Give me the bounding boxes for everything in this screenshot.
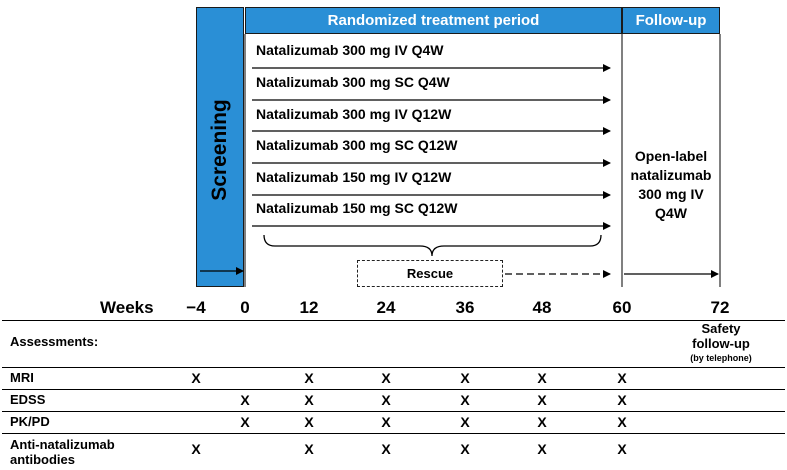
- assessment-mark: X: [617, 441, 627, 457]
- assessment-mark: X: [537, 370, 547, 386]
- table-rule: [2, 411, 785, 412]
- assessment-mark: X: [304, 441, 314, 457]
- follow-up-header: Follow-up: [622, 7, 720, 34]
- safety-line-1: Safety: [701, 321, 741, 336]
- open-label-line-2: natalizumab: [630, 167, 712, 183]
- row-label-antibodies-line-1: Anti-natalizumab: [10, 437, 115, 452]
- week-tick: 60: [612, 298, 632, 317]
- arms-brace: [263, 234, 602, 257]
- randomized-period-title: Randomized treatment period: [327, 12, 540, 29]
- assessment-mark: X: [304, 392, 314, 408]
- assessment-mark: X: [617, 392, 627, 408]
- assessment-mark: X: [381, 392, 391, 408]
- table-rule: [2, 320, 785, 321]
- row-label-antibodies: Anti-natalizumab antibodies: [10, 437, 115, 467]
- randomized-period-header: Randomized treatment period: [245, 7, 622, 34]
- arm-label-6: Natalizumab 150 mg SC Q12W: [256, 200, 458, 216]
- arm-label-4: Natalizumab 300 mg SC Q12W: [256, 137, 458, 153]
- assessment-mark: X: [617, 414, 627, 430]
- table-rule: [2, 433, 785, 434]
- arm-label-3: Natalizumab 300 mg IV Q12W: [256, 106, 452, 122]
- open-label-line-4: Q4W: [655, 205, 687, 221]
- assessment-mark: X: [240, 392, 250, 408]
- safety-line-2: follow-up: [692, 336, 750, 351]
- safety-follow-up: Safety follow-up (by telephone): [662, 321, 780, 366]
- row-label-edss: EDSS: [10, 392, 46, 407]
- assessment-mark: X: [240, 414, 250, 430]
- week-tick: 72: [710, 298, 730, 317]
- week-tick: 24: [376, 298, 396, 317]
- week-tick: 0: [240, 298, 250, 317]
- open-label-line-1: Open-label: [634, 148, 708, 164]
- weeks-label: Weeks: [100, 298, 154, 317]
- assessment-mark: X: [537, 441, 547, 457]
- assessment-mark: X: [191, 441, 201, 457]
- assessment-mark: X: [381, 441, 391, 457]
- week-tick: 36: [455, 298, 475, 317]
- assessments-label: Assessments:: [10, 334, 99, 349]
- arm-label-2: Natalizumab 300 mg SC Q4W: [256, 74, 450, 90]
- assessment-mark: X: [537, 392, 547, 408]
- open-label-line-3: 300 mg IV: [638, 186, 704, 202]
- week-tick: 12: [299, 298, 319, 317]
- row-label-pkpd: PK/PD: [10, 414, 50, 429]
- table-rule: [2, 389, 785, 390]
- rescue-box: Rescue: [357, 260, 503, 287]
- assessment-mark: X: [304, 370, 314, 386]
- row-label-mri: MRI: [10, 370, 34, 385]
- table-rule: [2, 367, 785, 368]
- safety-line-3: (by telephone): [690, 353, 752, 363]
- week-tick: −4: [186, 298, 206, 317]
- assessment-mark: X: [460, 441, 470, 457]
- open-label-text: Open-label natalizumab 300 mg IV Q4W: [622, 147, 720, 223]
- assessment-mark: X: [381, 370, 391, 386]
- assessment-mark: X: [191, 370, 201, 386]
- assessment-mark: X: [381, 414, 391, 430]
- assessment-mark: X: [304, 414, 314, 430]
- arm-label-5: Natalizumab 150 mg IV Q12W: [256, 169, 452, 185]
- row-label-antibodies-line-2: antibodies: [10, 452, 76, 467]
- assessment-mark: X: [460, 392, 470, 408]
- screening-box: [196, 7, 244, 287]
- assessment-mark: X: [537, 414, 547, 430]
- assessment-mark: X: [460, 414, 470, 430]
- assessment-mark: X: [617, 370, 627, 386]
- follow-up-title: Follow-up: [635, 12, 707, 29]
- assessment-mark: X: [460, 370, 470, 386]
- week-tick: 48: [532, 298, 552, 317]
- arm-label-1: Natalizumab 300 mg IV Q4W: [256, 42, 444, 58]
